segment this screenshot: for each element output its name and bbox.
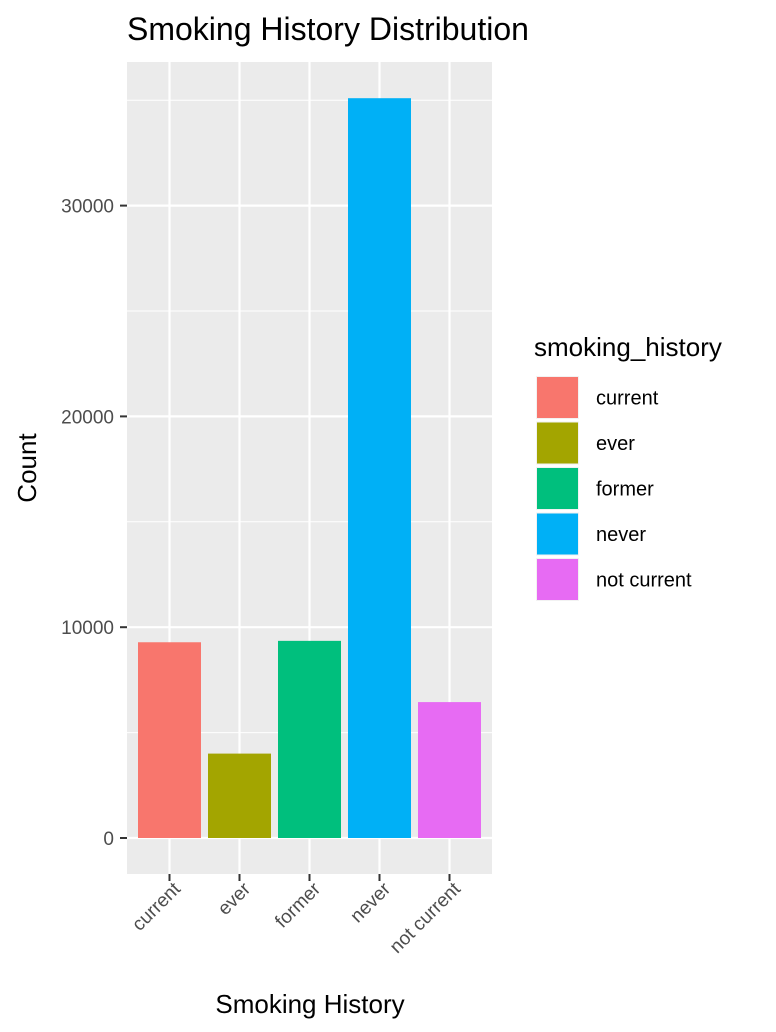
y-tick-label: 20000	[61, 407, 114, 428]
x-tick-label: never	[347, 878, 396, 927]
x-tick-label: former	[271, 878, 325, 932]
bar-never	[348, 98, 411, 839]
y-tick-label: 30000	[61, 197, 114, 218]
legend: smoking_history current ever former never no…	[534, 332, 722, 601]
legend-swatch-not-current	[537, 559, 578, 600]
legend-label: former	[596, 479, 654, 501]
bar-ever	[208, 753, 271, 838]
bar-current	[138, 642, 201, 838]
bars	[138, 98, 481, 839]
x-tick-label: not current	[386, 878, 466, 958]
legend-swatch-former	[537, 468, 578, 509]
y-tick-label: 0	[103, 829, 114, 850]
x-tick-label: ever	[214, 878, 255, 919]
legend-swatch-current	[537, 377, 578, 418]
legend-label: ever	[596, 433, 635, 455]
legend-label: never	[596, 524, 646, 546]
legend-title: smoking_history	[534, 332, 722, 362]
y-axis-title: Count	[12, 433, 42, 503]
legend-label: not current	[596, 570, 692, 592]
x-axis-title: Smoking History	[215, 989, 404, 1019]
bar-not-current	[418, 702, 481, 838]
legend-swatch-ever	[537, 422, 578, 464]
legend-swatch-never	[537, 513, 578, 555]
y-axis: 0 10000 20000 30000	[61, 197, 127, 850]
legend-label: current	[596, 388, 659, 410]
y-tick-label: 10000	[61, 618, 114, 639]
x-tick-label: current	[128, 878, 185, 935]
bar-former	[278, 640, 341, 838]
chart-title: Smoking History Distribution	[127, 11, 529, 47]
